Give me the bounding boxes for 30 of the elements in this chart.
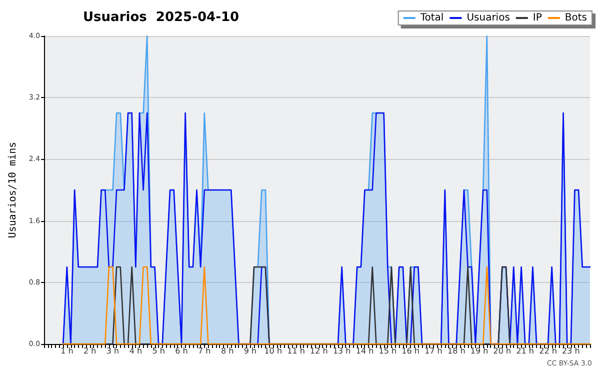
x-tick-label: 13 h (332, 346, 351, 356)
x-tick-label: 2 h (83, 346, 96, 356)
x-tick-label: 7 h (198, 346, 211, 356)
x-tick-label: 21 h (516, 346, 534, 356)
x-tick-label: 19 h (470, 346, 488, 356)
x-tick-label: 5 h (152, 346, 165, 356)
x-tick-label: 18 h (447, 346, 466, 356)
x-tick-label: 3 h (106, 346, 120, 356)
x-tick-label: 22 h (539, 346, 557, 356)
x-tick-label: 23 h (562, 346, 580, 356)
x-tick-label: 8 h (220, 346, 234, 356)
x-tick-label: 17 h (424, 346, 442, 356)
legend-label: Total (419, 12, 444, 24)
line-series (62, 112, 591, 345)
x-tick-label: 1 h (60, 346, 74, 356)
legend-label: Usuarios (466, 12, 510, 24)
x-tick-label: 10 h (264, 346, 282, 356)
y-axis-title: Usuarios/10 mins (8, 142, 18, 238)
chart-title: Usuarios 2025-04-10 (83, 10, 240, 25)
x-tick-label: 14 h (356, 346, 374, 356)
x-tick-label: 4 h (129, 346, 142, 356)
legend-label: Bots (564, 12, 587, 24)
x-tick-label: 9 h (244, 346, 257, 356)
x-tick-label: 12 h (310, 346, 328, 356)
x-tick-label: 16 h (402, 346, 420, 356)
legend-label: IP (532, 12, 542, 24)
x-tick-label: 11 h (287, 346, 305, 356)
x-tick-label: 15 h (378, 346, 397, 356)
x-tick-label: 20 h (493, 346, 512, 356)
x-tick-label: 6 h (175, 346, 188, 356)
